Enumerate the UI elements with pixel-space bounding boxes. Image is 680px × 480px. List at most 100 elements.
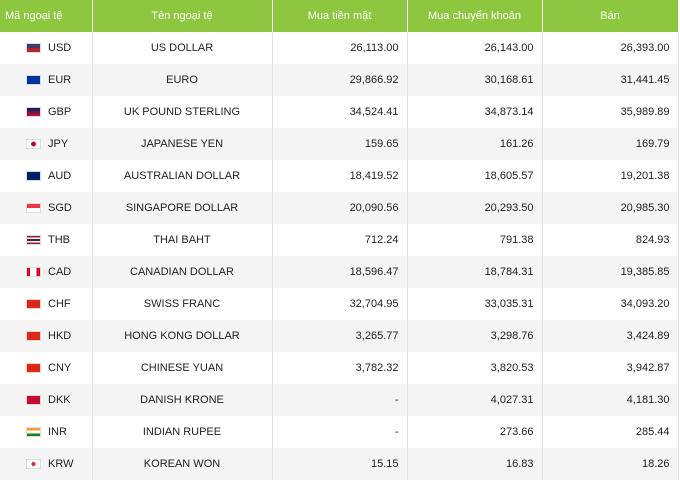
rate-cell: 15.15 (272, 448, 408, 480)
table-row: JPY JAPANESE YEN 159.65 161.26 169.79 (0, 128, 679, 160)
header-row: Mã ngoại tệ Tên ngoại tệ Mua tiền mặt Mua c… (0, 0, 679, 32)
table-row: DKK DANISH KRONE -4,027.31 4,181.30 (0, 384, 679, 416)
column-header: Mã ngoại tệ (0, 0, 93, 32)
table-row: EUR EURO 29,866.92 30,168.61 31,441.45 (0, 64, 679, 96)
currency-code: INR (48, 426, 67, 438)
table-body: USD US DOLLAR 26,113.00 26,143.00 26,393.00 E… (0, 32, 679, 480)
rate-cell: 18,596.47 (272, 256, 408, 288)
table-row: HKD HONG KONG DOLLAR 3,265.77 3,298.76 3,424… (0, 320, 679, 352)
rate-cell: 169.79 (542, 128, 679, 160)
currency-code: THB (48, 234, 70, 246)
rate-cell: 32,704.95 (272, 288, 408, 320)
currency-code-cell: CNY (0, 352, 93, 384)
rate-cell: 20,090.56 (272, 192, 408, 224)
rate-cell: 3,942.87 (542, 352, 679, 384)
rate-cell: 18,784.31 (407, 256, 543, 288)
currency-name-cell: THAI BAHT (92, 224, 273, 256)
currency-code: DKK (48, 394, 71, 406)
table-row: GBP UK POUND STERLING 34,524.41 34,873.14 35… (0, 96, 679, 128)
rate-cell: 3,424.89 (542, 320, 679, 352)
currency-code-cell: JPY (0, 128, 93, 160)
rate-cell: 791.38 (407, 224, 543, 256)
flag-icon (26, 395, 41, 406)
currency-name-cell: EURO (92, 64, 273, 96)
currency-code-cell: SGD (0, 192, 93, 224)
rate-cell: 26,113.00 (272, 32, 408, 64)
currency-code-cell: AUD (0, 160, 93, 192)
rate-cell: 19,201.38 (542, 160, 679, 192)
rate-cell: 159.65 (272, 128, 408, 160)
currency-code: EUR (48, 74, 72, 86)
rate-cell: 3,820.53 (407, 352, 543, 384)
currency-code: CHF (48, 298, 71, 310)
currency-name-cell: INDIAN RUPEE (92, 416, 273, 448)
currency-code-cell: THB (0, 224, 93, 256)
rate-cell: 26,393.00 (542, 32, 679, 64)
flag-icon (26, 139, 41, 150)
flag-icon (26, 203, 41, 214)
currency-code-cell: GBP (0, 96, 93, 128)
table-row: AUD AUSTRALIAN DOLLAR 18,419.52 18,605.57 19… (0, 160, 679, 192)
currency-code: GBP (48, 106, 72, 118)
currency-code-cell: CAD (0, 256, 93, 288)
table-row: USD US DOLLAR 26,113.00 26,143.00 26,393.00 (0, 32, 679, 64)
rate-cell: 19,385.85 (542, 256, 679, 288)
flag-icon (26, 331, 41, 342)
column-header: Bán (542, 0, 679, 32)
table-row: KRW KOREAN WON 15.15 16.83 18.26 (0, 448, 679, 480)
rate-cell: 34,873.14 (407, 96, 543, 128)
flag-icon (26, 267, 41, 278)
currency-code-cell: INR (0, 416, 93, 448)
currency-name-cell: AUSTRALIAN DOLLAR (92, 160, 273, 192)
currency-code: SGD (48, 202, 72, 214)
rate-cell: 34,524.41 (272, 96, 408, 128)
rate-cell: 285.44 (542, 416, 679, 448)
table-row: CHF SWISS FRANC 32,704.95 33,035.31 34,093.2… (0, 288, 679, 320)
rate-cell: 4,027.31 (407, 384, 543, 416)
currency-code: USD (48, 42, 72, 54)
currency-code-cell: DKK (0, 384, 93, 416)
rate-cell: 16.83 (407, 448, 543, 480)
currency-code: JPY (48, 138, 69, 150)
rate-cell: 18,419.52 (272, 160, 408, 192)
rate-cell: - (272, 384, 408, 416)
currency-code-cell: KRW (0, 448, 93, 480)
currency-name-cell: KOREAN WON (92, 448, 273, 480)
currency-code: AUD (48, 170, 72, 182)
currency-name-cell: CHINESE YUAN (92, 352, 273, 384)
flag-icon (26, 427, 41, 438)
rate-cell: - (272, 416, 408, 448)
flag-icon (26, 459, 41, 470)
flag-icon (26, 363, 41, 374)
rate-cell: 26,143.00 (407, 32, 543, 64)
flag-icon (26, 171, 41, 182)
flag-icon (26, 299, 41, 310)
rate-cell: 33,035.31 (407, 288, 543, 320)
table-row: INR INDIAN RUPEE -273.66 285.44 (0, 416, 679, 448)
rate-cell: 18.26 (542, 448, 679, 480)
rate-cell: 34,093.20 (542, 288, 679, 320)
currency-code: KRW (48, 458, 74, 470)
currency-name-cell: DANISH KRONE (92, 384, 273, 416)
currency-code: CAD (48, 266, 72, 278)
rate-cell: 3,782.32 (272, 352, 408, 384)
currency-code: CNY (48, 362, 72, 374)
currency-code-cell: EUR (0, 64, 93, 96)
table-row: THB THAI BAHT 712.24 791.38 824.93 (0, 224, 679, 256)
currency-name-cell: UK POUND STERLING (92, 96, 273, 128)
rate-cell: 824.93 (542, 224, 679, 256)
rate-cell: 273.66 (407, 416, 543, 448)
rate-cell: 161.26 (407, 128, 543, 160)
column-header: Mua tiền mặt (272, 0, 408, 32)
currency-name-cell: HONG KONG DOLLAR (92, 320, 273, 352)
flag-icon (26, 107, 41, 118)
rate-cell: 712.24 (272, 224, 408, 256)
table-row: CNY CHINESE YUAN 3,782.32 3,820.53 3,942.87 (0, 352, 679, 384)
rate-cell: 29,866.92 (272, 64, 408, 96)
currency-code-cell: CHF (0, 288, 93, 320)
currency-name-cell: SWISS FRANC (92, 288, 273, 320)
column-header: Tên ngoại tệ (92, 0, 273, 32)
flag-icon (26, 43, 41, 54)
